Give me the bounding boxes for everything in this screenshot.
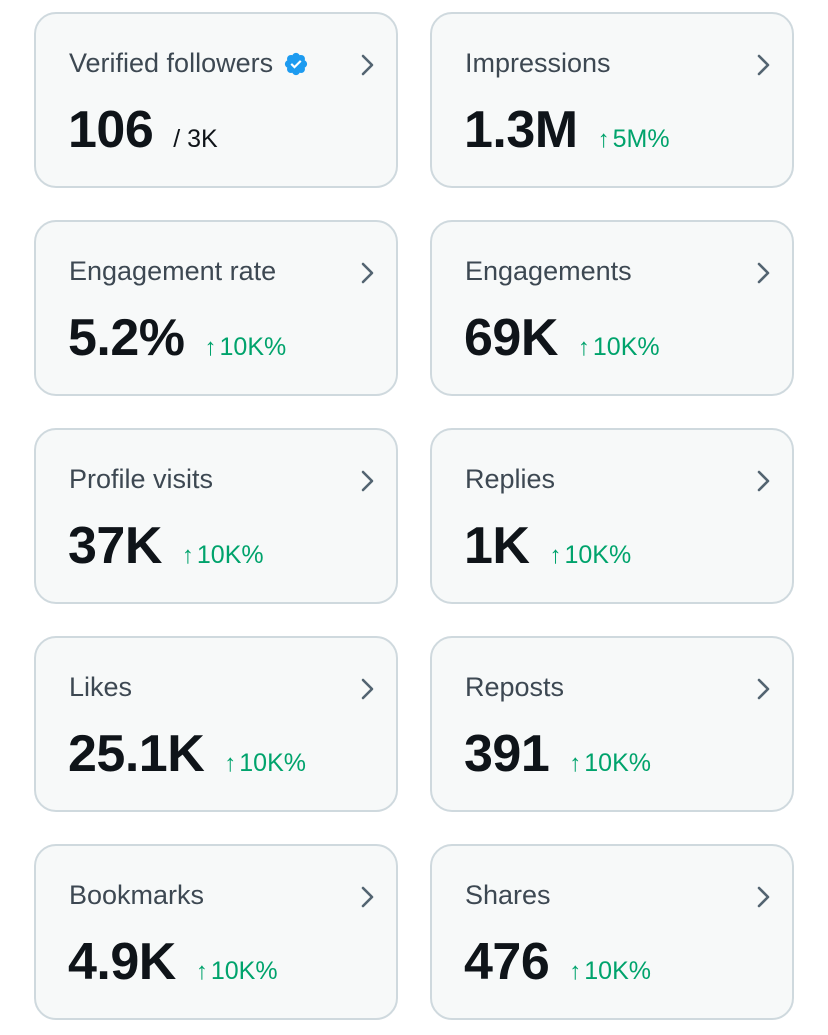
card-title-row: Likes — [69, 672, 132, 703]
metric-change: ↑ 10K% — [205, 333, 287, 362]
chevron-right-icon — [361, 262, 374, 284]
value-row: 4.9K ↑ 10K% — [68, 936, 278, 988]
arrow-up-icon: ↑ — [224, 750, 237, 777]
card-title-row: Profile visits — [69, 464, 213, 495]
card-title-row: Replies — [465, 464, 555, 495]
chevron-right-icon — [757, 678, 770, 700]
change-value: 10K% — [196, 541, 264, 569]
value-row: 1.3M ↑ 5M% — [464, 104, 670, 156]
change-value: 10K% — [584, 749, 651, 777]
change-value: 10K% — [210, 957, 278, 985]
card-verified-followers[interactable]: Verified followers 106 / 3K — [34, 12, 398, 188]
arrow-up-icon: ↑ — [597, 126, 610, 153]
change-value: 10K% — [584, 957, 651, 985]
card-title: Impressions — [465, 48, 611, 78]
change-value: 10K% — [592, 333, 660, 361]
change-value: 10K% — [239, 749, 306, 777]
chevron-right-icon — [361, 886, 374, 908]
value-row: 391 ↑ 10K% — [464, 728, 651, 780]
chevron-right-icon — [361, 678, 374, 700]
chevron-right-icon — [757, 262, 770, 284]
card-title: Bookmarks — [69, 880, 205, 910]
chevron-right-icon — [361, 54, 374, 76]
metric-value: 1.3M — [464, 101, 578, 159]
metric-change: ↑ 10K% — [578, 333, 660, 362]
card-title: Reposts — [465, 672, 565, 702]
card-shares[interactable]: Shares 476 ↑ 10K% — [430, 844, 794, 1020]
value-row: 106 / 3K — [68, 104, 218, 156]
metric-change: ↑ 10K% — [224, 749, 306, 778]
change-value: 10K% — [219, 333, 287, 361]
metric-total: / 3K — [173, 125, 218, 153]
arrow-up-icon: ↑ — [577, 334, 590, 361]
card-title-row: Bookmarks — [69, 880, 204, 911]
metric-value: 37K — [68, 517, 162, 575]
chevron-right-icon — [361, 470, 374, 492]
card-title: Verified followers — [69, 48, 274, 78]
change-value: 5M% — [612, 125, 670, 153]
value-row: 25.1K ↑ 10K% — [68, 728, 306, 780]
card-title-row: Verified followers — [69, 48, 309, 79]
card-title-row: Engagements — [465, 256, 632, 287]
change-value: 10K% — [564, 541, 632, 569]
metric-value: 25.1K — [68, 725, 205, 783]
chevron-right-icon — [757, 886, 770, 908]
metric-value: 1K — [464, 517, 530, 575]
metric-value: 476 — [464, 933, 550, 991]
value-row: 69K ↑ 10K% — [464, 312, 660, 364]
card-title: Engagement rate — [69, 256, 277, 286]
arrow-up-icon: ↑ — [549, 542, 562, 569]
value-row: 5.2% ↑ 10K% — [68, 312, 286, 364]
value-row: 1K ↑ 10K% — [464, 520, 631, 572]
card-title: Profile visits — [69, 464, 214, 494]
card-replies[interactable]: Replies 1K ↑ 10K% — [430, 428, 794, 604]
card-impressions[interactable]: Impressions 1.3M ↑ 5M% — [430, 12, 794, 188]
card-title: Likes — [69, 672, 133, 702]
card-profile-visits[interactable]: Profile visits 37K ↑ 10K% — [34, 428, 398, 604]
metric-value: 5.2% — [68, 309, 185, 367]
metric-change: ↑ 10K% — [549, 541, 631, 570]
card-engagement-rate[interactable]: Engagement rate 5.2% ↑ 10K% — [34, 220, 398, 396]
card-reposts[interactable]: Reposts 391 ↑ 10K% — [430, 636, 794, 812]
card-likes[interactable]: Likes 25.1K ↑ 10K% — [34, 636, 398, 812]
metric-value: 106 — [68, 101, 154, 159]
arrow-up-icon: ↑ — [181, 542, 194, 569]
metric-change: ↑ 10K% — [569, 749, 651, 778]
chevron-right-icon — [757, 470, 770, 492]
verified-badge-icon — [285, 52, 308, 75]
card-title: Engagements — [465, 256, 632, 286]
metric-value: 4.9K — [68, 933, 176, 991]
arrow-up-icon: ↑ — [569, 750, 582, 777]
metric-change: ↑ 10K% — [569, 957, 651, 986]
arrow-up-icon: ↑ — [569, 958, 582, 985]
value-row: 476 ↑ 10K% — [464, 936, 651, 988]
metric-change: ↑ 10K% — [196, 957, 278, 986]
card-bookmarks[interactable]: Bookmarks 4.9K ↑ 10K% — [34, 844, 398, 1020]
card-title: Shares — [465, 880, 551, 910]
card-title-row: Reposts — [465, 672, 564, 703]
value-row: 37K ↑ 10K% — [68, 520, 264, 572]
card-title-row: Engagement rate — [69, 256, 276, 287]
card-title: Replies — [465, 464, 556, 494]
arrow-up-icon: ↑ — [195, 958, 208, 985]
metric-change: ↑ 5M% — [598, 125, 670, 154]
metric-value: 69K — [464, 309, 558, 367]
card-title-row: Impressions — [465, 48, 611, 79]
card-title-row: Shares — [465, 880, 551, 911]
metrics-grid: Verified followers 106 / 3K Impressions … — [34, 12, 794, 1020]
metric-change: ↑ 10K% — [182, 541, 264, 570]
metric-value: 391 — [464, 725, 550, 783]
card-engagements[interactable]: Engagements 69K ↑ 10K% — [430, 220, 794, 396]
chevron-right-icon — [757, 54, 770, 76]
arrow-up-icon: ↑ — [204, 334, 217, 361]
